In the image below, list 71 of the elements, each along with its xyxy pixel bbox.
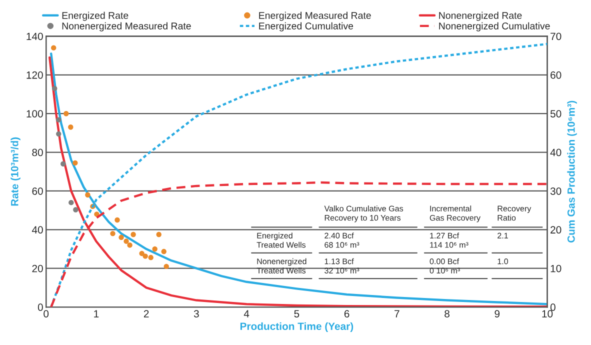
point: [161, 248, 166, 254]
y2-tick-label: 40: [550, 148, 562, 156]
point: [52, 86, 58, 92]
point: [130, 232, 136, 238]
point: [142, 254, 148, 259]
point: [72, 160, 78, 166]
y2-axis-title: Cum Gas Production (10⁶m³): [567, 100, 577, 242]
point: [64, 111, 69, 116]
x-tick-label: 2: [144, 310, 149, 318]
point: [118, 234, 124, 240]
y-tick-label: 120: [26, 71, 43, 79]
y-tick-label: 100: [26, 110, 43, 118]
y2-tick-label: 70: [550, 32, 562, 40]
y-tick-label: 40: [32, 226, 43, 234]
x-tick-label: 10: [542, 310, 553, 318]
point: [85, 192, 90, 198]
annotation: Energized Treated Wells: [256, 232, 306, 248]
point: [51, 45, 56, 50]
x-tick-label: 4: [244, 310, 250, 318]
y2-tick-label: 20: [550, 226, 562, 234]
y2-tick-label: 30: [550, 187, 562, 195]
x-axis-title: Production Time (Year): [240, 322, 354, 332]
point: [114, 217, 120, 223]
legend-label: Energized Measured Rate: [259, 12, 371, 21]
point: [73, 207, 78, 212]
annotation: 1.0: [498, 258, 508, 264]
legend-label: Energized Cumulative: [259, 22, 354, 32]
annotation: 1.13 Bcf 32 10⁶ m³: [324, 258, 360, 274]
annotation: 2.40 Bcf 68 10⁶ m³: [324, 232, 360, 248]
y2-tick-label: 60: [550, 71, 562, 79]
y-tick-label: 140: [26, 32, 43, 40]
annotation: Incremental Gas Recovery: [430, 205, 481, 222]
x-tick-label: 8: [444, 310, 450, 318]
annotation: 0.00 Bcf 0 10⁶ m³: [430, 258, 460, 274]
x-tick-label: 7: [394, 310, 400, 318]
x-tick-label: 5: [294, 310, 300, 318]
point: [148, 254, 154, 260]
annotation: Valko Cumulative Gas Recovery to 10 Years: [324, 205, 404, 222]
point: [139, 250, 144, 256]
x-tick-label: 0: [44, 310, 49, 318]
y-tick-label: 0: [38, 304, 43, 311]
y2-tick-label: 0: [550, 304, 556, 311]
x-tick-label: 1: [94, 310, 99, 318]
point: [164, 264, 169, 270]
point: [60, 161, 66, 166]
point: [110, 230, 116, 236]
legend-label: Nonenergized Measured Rate: [62, 22, 191, 32]
x-tick-label: 9: [494, 310, 500, 318]
legend-label: Nonenergized Rate: [439, 12, 522, 21]
point: [68, 124, 74, 130]
point: [152, 246, 158, 252]
y-tick-label: 60: [32, 187, 43, 195]
annotation: Recovery Ratio: [498, 206, 532, 221]
y2-tick-label: 10: [550, 264, 562, 272]
legend-label: Energized Rate: [62, 12, 128, 21]
y-tick-label: 80: [32, 148, 43, 156]
point: [124, 238, 129, 244]
x-tick-label: 6: [344, 310, 350, 318]
x-tick-label: 3: [194, 310, 199, 318]
y-axis-title: Rate (10³m³/d): [10, 137, 20, 206]
point: [56, 117, 62, 122]
y2-tick-label: 50: [550, 110, 562, 118]
point: [68, 200, 74, 206]
point: [156, 232, 162, 238]
y-tick-label: 20: [32, 264, 43, 272]
point: [127, 242, 132, 248]
annotation: Nonenergized Treated Wells: [256, 258, 306, 274]
annotation: 1.27 Bcf 114 10⁶ m³: [430, 232, 468, 248]
point: [56, 131, 62, 137]
legend-label: Nonenergized Cumulative: [439, 22, 550, 32]
annotation: 2.1: [498, 232, 508, 238]
